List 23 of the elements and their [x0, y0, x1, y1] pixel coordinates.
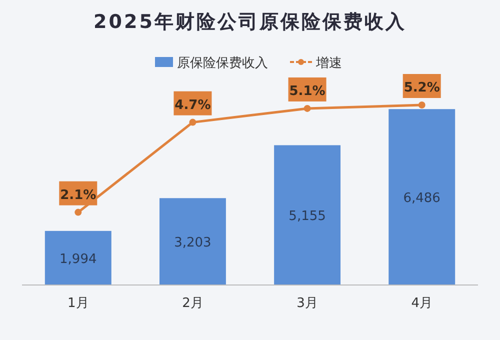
bar: [274, 145, 341, 285]
data-label: 4.7%: [174, 98, 211, 113]
x-tick-label: 2月: [182, 296, 204, 311]
point: [418, 102, 426, 108]
data-label: 5.2%: [404, 80, 440, 96]
data-label: 5.1%: [289, 84, 326, 99]
x-tick-label: 3月: [296, 296, 318, 311]
data-label: 3,203: [174, 236, 212, 251]
data-label: 1,994: [60, 252, 97, 267]
data-label: 5,155: [288, 209, 326, 224]
chart-title: 2025年财险公司原保险保费收入: [94, 11, 406, 33]
x-tick-label: 1月: [68, 296, 89, 311]
data-label: 6,486: [403, 191, 440, 206]
legend-label: 增速: [315, 56, 342, 71]
bar: [388, 109, 456, 285]
bar: [159, 198, 226, 285]
legend-label: 原保险保费收入: [177, 56, 268, 71]
data-label: 2.1%: [60, 188, 96, 203]
x-tick-label: 4月: [411, 296, 432, 311]
point: [189, 118, 196, 126]
point: [74, 208, 82, 216]
point: [304, 104, 311, 112]
bar: [44, 230, 112, 285]
